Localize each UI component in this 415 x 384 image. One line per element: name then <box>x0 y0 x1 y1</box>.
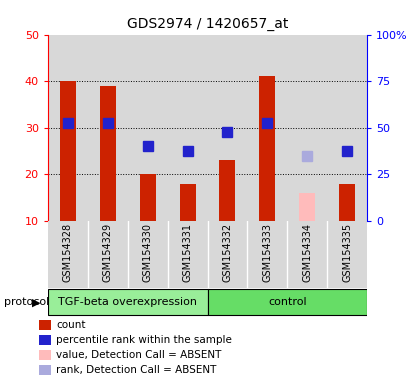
Bar <box>299 193 315 221</box>
Bar <box>48 35 88 221</box>
Bar <box>180 184 195 221</box>
Text: GSM154330: GSM154330 <box>143 223 153 282</box>
Bar <box>327 221 367 288</box>
Bar <box>220 160 235 221</box>
Bar <box>208 221 247 288</box>
Bar <box>208 290 367 315</box>
Bar <box>139 174 156 221</box>
Text: protocol: protocol <box>4 297 49 308</box>
Text: GSM154334: GSM154334 <box>303 223 312 282</box>
Bar <box>168 35 208 221</box>
Bar <box>48 290 208 315</box>
Text: GSM154332: GSM154332 <box>222 223 232 282</box>
Bar <box>60 81 76 221</box>
Text: GSM154328: GSM154328 <box>63 223 73 282</box>
Text: TGF-beta overexpression: TGF-beta overexpression <box>58 297 197 308</box>
Text: GSM154335: GSM154335 <box>342 223 352 282</box>
Text: rank, Detection Call = ABSENT: rank, Detection Call = ABSENT <box>56 365 216 375</box>
Bar <box>327 35 367 221</box>
Bar <box>128 221 168 288</box>
Text: GSM154329: GSM154329 <box>103 223 112 282</box>
Bar <box>88 221 128 288</box>
Bar <box>287 221 327 288</box>
Bar <box>259 76 276 221</box>
Text: GSM154333: GSM154333 <box>262 223 272 282</box>
Bar <box>247 35 287 221</box>
Bar <box>88 35 128 221</box>
Bar <box>128 35 168 221</box>
Bar <box>168 221 208 288</box>
Text: control: control <box>268 297 307 308</box>
Bar <box>208 35 247 221</box>
Bar <box>247 221 287 288</box>
Text: count: count <box>56 320 85 330</box>
Title: GDS2974 / 1420657_at: GDS2974 / 1420657_at <box>127 17 288 31</box>
Text: value, Detection Call = ABSENT: value, Detection Call = ABSENT <box>56 350 221 360</box>
Bar <box>100 86 116 221</box>
Bar <box>339 184 355 221</box>
Text: GSM154331: GSM154331 <box>183 223 193 282</box>
Text: percentile rank within the sample: percentile rank within the sample <box>56 335 232 345</box>
Bar <box>287 35 327 221</box>
Text: ▶: ▶ <box>32 297 40 308</box>
Bar <box>48 221 88 288</box>
